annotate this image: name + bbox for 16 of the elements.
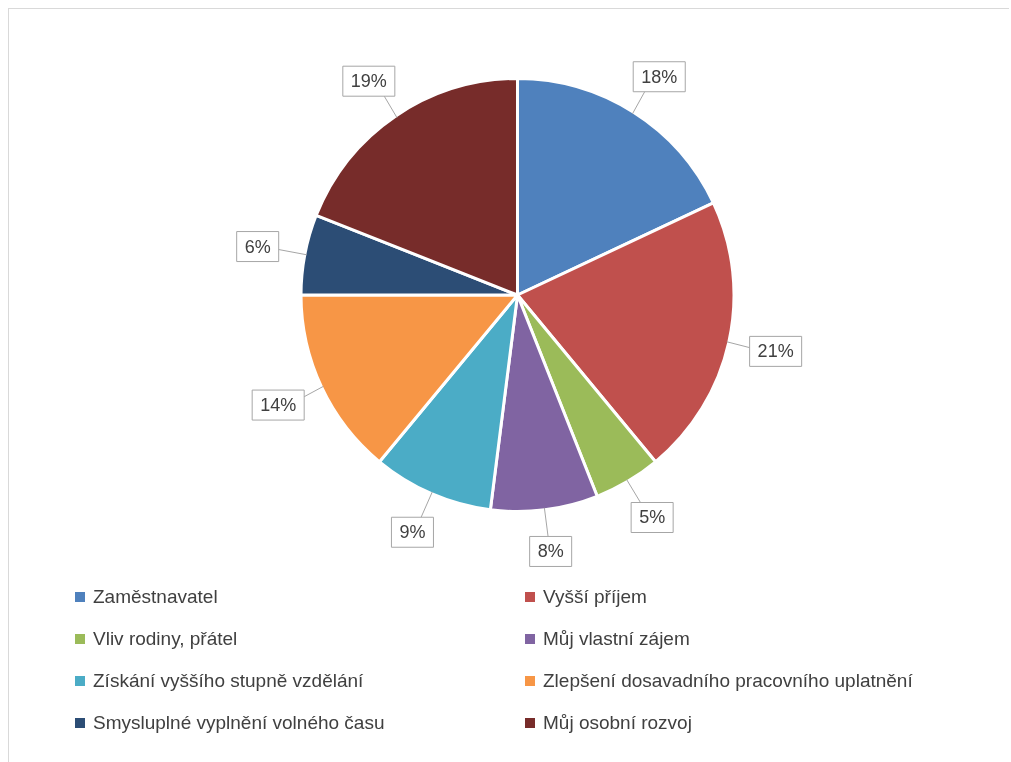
data-label: 6% <box>244 236 271 257</box>
legend-label: Zlepšení dosavadního pracovního uplatnění <box>543 670 913 692</box>
data-label: 18% <box>641 66 678 87</box>
data-label: 21% <box>757 341 794 362</box>
legend-label: Získání vyššího stupně vzdělání <box>93 670 364 692</box>
legend-label: Zaměstnavatel <box>93 586 218 608</box>
data-label: 14% <box>260 395 297 416</box>
legend-label: Smysluplné vyplnění volného času <box>93 712 385 734</box>
legend-label: Můj osobní rozvoj <box>543 712 692 734</box>
legend-label: Vliv rodiny, přátel <box>93 628 238 650</box>
data-label: 8% <box>537 541 564 562</box>
data-label: 19% <box>350 71 387 92</box>
legend-label: Vyšší příjem <box>543 586 647 608</box>
data-label: 9% <box>399 522 426 543</box>
data-label: 5% <box>639 507 666 528</box>
legend-label: Můj vlastní zájem <box>543 628 690 650</box>
